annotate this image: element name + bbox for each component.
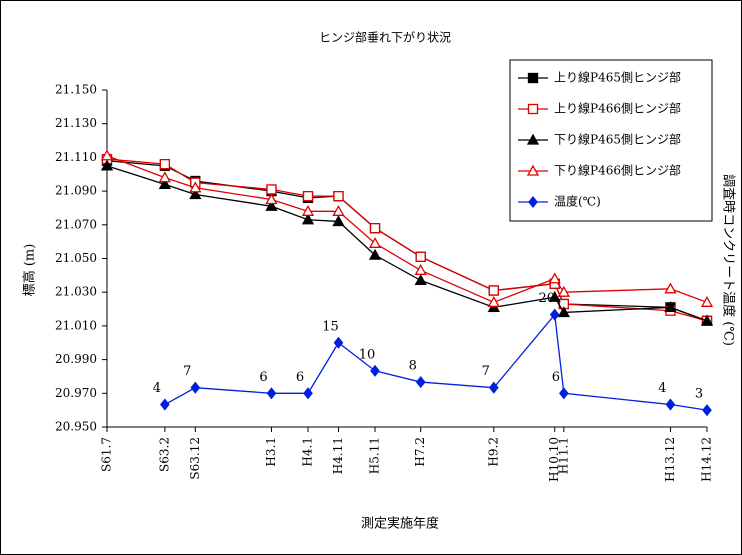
marker [368,248,382,260]
y-tick-label: 21.050 [55,251,97,265]
x-tick-label: H13.12 [663,437,677,482]
marker [100,159,114,171]
legend: 上り線P465側ヒンジ部上り線P466側ヒンジ部下り線P465側ヒンジ部下り線P… [509,59,713,222]
marker [301,204,315,216]
marker [265,193,278,205]
marker [557,306,570,318]
y-tick-label: 21.090 [55,184,97,198]
x-tick-label: H4.1 [301,437,315,467]
marker [526,133,540,145]
y-tick-label: 21.130 [55,116,97,130]
marker [664,282,677,294]
marker [548,272,561,284]
series-line [164,313,708,411]
data-label: 10 [359,347,376,362]
data-label: 6 [552,370,560,385]
marker [266,387,277,400]
x-tick-label: S61.7 [100,437,114,472]
data-label: 6 [259,370,267,385]
legend-label: 温度(℃) [554,194,601,209]
data-label: 3 [695,387,703,402]
marker [559,387,569,400]
y-tick-label: 21.030 [55,285,97,299]
marker [415,376,426,389]
marker [414,274,427,286]
marker [332,215,345,227]
marker [189,181,202,193]
y-tick-label: 20.950 [55,420,97,434]
marker [700,295,714,307]
marker [370,364,380,377]
marker [414,263,427,275]
marker [664,301,677,313]
data-label: 7 [183,364,191,379]
marker [265,199,278,211]
x-tick-label: S63.12 [188,437,202,480]
marker [190,381,201,394]
marker [100,149,114,161]
x-tick-label: H14.12 [700,437,714,482]
marker [302,191,314,202]
marker [549,308,560,321]
data-label: 8 [409,359,417,374]
legend-label: 上り線P466側ヒンジ部 [554,101,681,116]
marker [548,290,561,302]
x-tick-label: H11.1 [556,437,570,474]
x-tick-label: H10.10 [547,437,561,482]
marker [528,195,538,209]
data-label: 20 [538,291,555,306]
marker [159,158,171,170]
marker [189,188,202,200]
marker [526,164,540,176]
marker [332,204,345,216]
x-axis-title: 測定実施年度 [361,516,439,532]
marker [333,336,344,349]
marker [527,72,539,84]
marker [301,213,315,225]
x-tick-label: H4.11 [331,437,345,474]
x-tick-label: H7.2 [413,437,427,467]
y-tick-label: 21.110 [55,150,97,164]
legend-label: 上り線P465側ヒンジ部 [554,70,681,85]
y-tick-label: 21.010 [55,318,97,332]
x-tick-label: H9.2 [486,437,500,467]
data-label: 15 [322,319,339,334]
marker [368,236,382,248]
marker [488,381,499,394]
marker [158,171,171,183]
data-label: 4 [153,381,161,396]
y-tick-label: 20.970 [55,386,97,400]
x-tick-label: S63.2 [157,437,171,472]
legend-label: 下り線P466側ヒンジ部 [554,163,681,178]
marker [527,103,539,115]
y-axis-title: 標高 (m) [22,244,38,297]
marker [665,398,676,411]
marker [415,251,426,262]
marker [702,404,712,417]
marker [369,223,381,234]
marker [700,314,714,326]
y2-axis-title: 調査時コンクリート温度 (℃) [721,174,737,346]
marker [160,398,170,411]
y-tick-label: 21.070 [55,217,97,231]
y-tick-label: 21.150 [55,83,97,97]
marker [487,295,500,307]
marker [557,285,570,297]
chart-title: ヒンジ部垂れ下がり状況 [319,30,451,45]
x-tick-label: H5.11 [368,437,382,474]
marker [333,191,344,202]
marker [158,178,171,190]
x-tick-label: H3.1 [264,437,278,467]
legend-label: 下り線P465側ヒンジ部 [554,132,681,147]
marker [488,285,499,296]
y-tick-label: 20.990 [55,352,97,366]
marker [303,387,313,400]
data-label: 7 [482,364,490,379]
data-label: 4 [658,381,666,396]
marker [266,184,277,195]
data-label: 6 [296,370,304,385]
